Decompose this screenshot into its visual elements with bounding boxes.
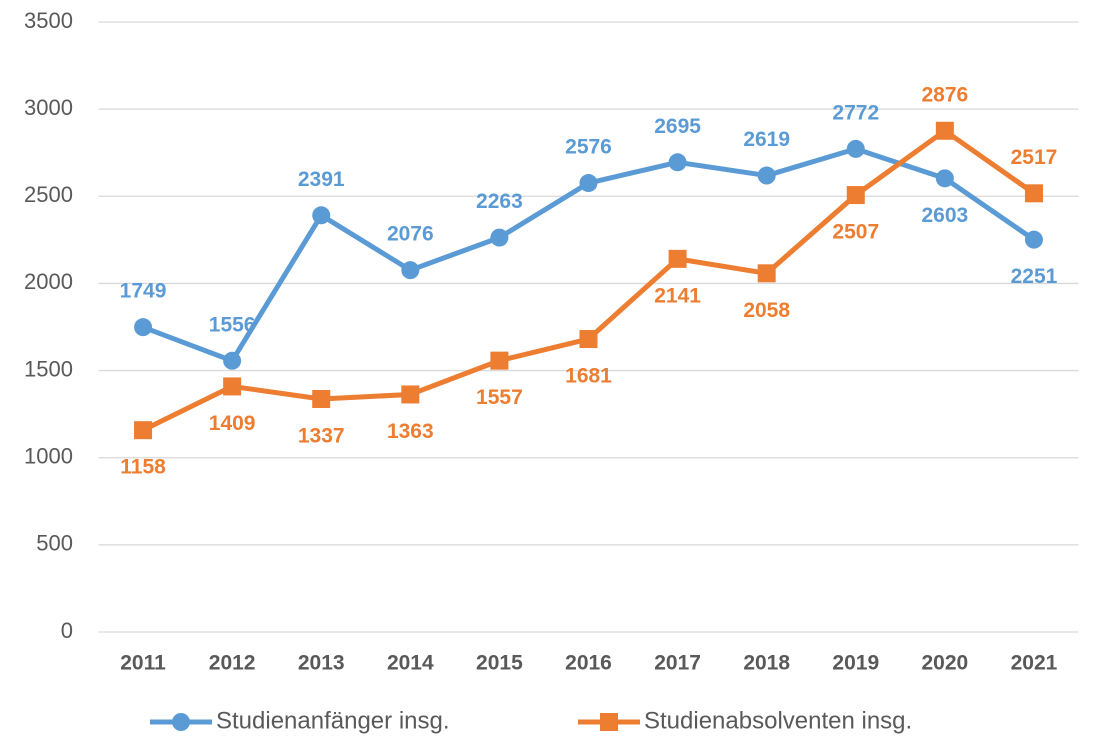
data-label: 2076 (387, 223, 434, 246)
point (134, 318, 153, 337)
y-tick-label: 500 (36, 531, 73, 556)
point (757, 166, 776, 185)
point (1024, 230, 1043, 249)
point (579, 174, 598, 193)
data-label: 1556 (209, 313, 256, 336)
data-label: 1363 (387, 420, 434, 443)
y-tick-label: 1500 (24, 356, 73, 381)
x-tick-label: 2021 (1011, 652, 1058, 675)
y-tick-label: 2500 (24, 182, 73, 207)
x-tick-label: 2013 (298, 652, 345, 675)
data-label: 2876 (922, 83, 969, 106)
data-label: 1409 (209, 412, 256, 435)
data-label: 1337 (298, 425, 345, 448)
point (846, 139, 865, 158)
data-label: 2576 (565, 136, 612, 159)
data-label: 2695 (654, 115, 701, 138)
point (757, 264, 776, 283)
x-tick-label: 2015 (476, 652, 523, 675)
point (134, 421, 153, 440)
data-label: 2517 (1011, 146, 1058, 169)
data-label: 2619 (743, 128, 790, 151)
data-label: 1749 (120, 280, 167, 303)
point (312, 389, 331, 408)
x-tick-label: 2016 (565, 652, 612, 675)
point (668, 249, 687, 268)
x-tick-label: 2012 (209, 652, 256, 675)
point (846, 186, 865, 205)
x-tick-label: 2017 (654, 652, 701, 675)
legend-marker (600, 713, 618, 731)
point (312, 206, 331, 225)
point (223, 377, 242, 396)
data-label: 1681 (565, 365, 612, 388)
point (223, 351, 242, 370)
y-tick-label: 3000 (24, 95, 73, 120)
point (579, 330, 598, 349)
x-tick-label: 2020 (922, 652, 969, 675)
data-label: 2507 (832, 221, 879, 244)
x-tick-label: 2018 (743, 652, 790, 675)
data-label: 2603 (922, 204, 969, 227)
point (1024, 184, 1043, 203)
data-label: 2251 (1011, 265, 1058, 288)
data-label: 2141 (654, 284, 701, 307)
data-label: 2772 (832, 101, 879, 124)
y-tick-label: 1000 (24, 444, 73, 469)
legend-label: Studienanfänger insg. (216, 707, 450, 734)
data-label: 2263 (476, 190, 523, 213)
x-tick-label: 2014 (387, 652, 434, 675)
point (490, 351, 509, 370)
point (935, 121, 954, 140)
point (401, 385, 420, 404)
data-label: 2391 (298, 168, 345, 191)
y-tick-label: 3500 (24, 8, 73, 33)
x-tick-label: 2011 (120, 652, 166, 675)
legend-label: Studienabsolventen insg. (644, 707, 912, 734)
point (401, 261, 420, 280)
y-tick-label: 2000 (24, 269, 73, 294)
data-label: 1158 (120, 456, 166, 479)
legend-marker (172, 713, 190, 731)
point (490, 228, 509, 247)
y-tick-label: 0 (61, 618, 73, 643)
point (668, 153, 687, 172)
data-label: 2058 (743, 299, 790, 322)
x-tick-label: 2019 (832, 652, 879, 675)
data-label: 1557 (476, 386, 523, 409)
point (935, 169, 954, 188)
